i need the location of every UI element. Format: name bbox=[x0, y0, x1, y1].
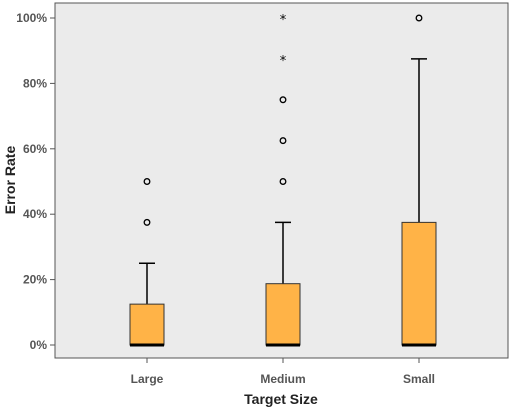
box-group-small bbox=[401, 14, 437, 347]
y-tick-label: 60% bbox=[23, 142, 47, 156]
outlier-point bbox=[279, 137, 287, 145]
boxes-layer: ** bbox=[129, 13, 437, 347]
outlier-point bbox=[143, 178, 151, 185]
y-tick-label: 80% bbox=[23, 76, 47, 90]
extreme-point: * bbox=[280, 54, 287, 69]
iqr-box bbox=[129, 303, 165, 346]
extreme-point: * bbox=[280, 13, 287, 28]
iqr-box bbox=[265, 283, 301, 346]
outlier-point bbox=[279, 178, 287, 185]
x-tick-label: Small bbox=[403, 372, 435, 386]
outlier-point bbox=[143, 218, 151, 226]
iqr-box bbox=[401, 221, 437, 346]
box-group-large bbox=[129, 178, 165, 347]
y-axis-title: Error Rate bbox=[2, 146, 18, 215]
x-axis-title: Target Size bbox=[244, 391, 318, 407]
y-tick-label: 100% bbox=[16, 11, 47, 25]
x-tick-label: Medium bbox=[260, 372, 305, 386]
y-tick-label: 20% bbox=[23, 273, 47, 287]
y-axis: 0% 20% 40% 60% 80% 100% bbox=[16, 11, 55, 352]
outlier-point bbox=[279, 96, 287, 104]
outlier-point bbox=[415, 14, 423, 22]
x-axis: Large Medium Small bbox=[131, 358, 435, 386]
x-tick-label: Large bbox=[131, 372, 164, 386]
box-group-medium: ** bbox=[265, 13, 301, 347]
y-tick-label: 40% bbox=[23, 207, 47, 221]
y-tick-label: 0% bbox=[30, 338, 48, 352]
